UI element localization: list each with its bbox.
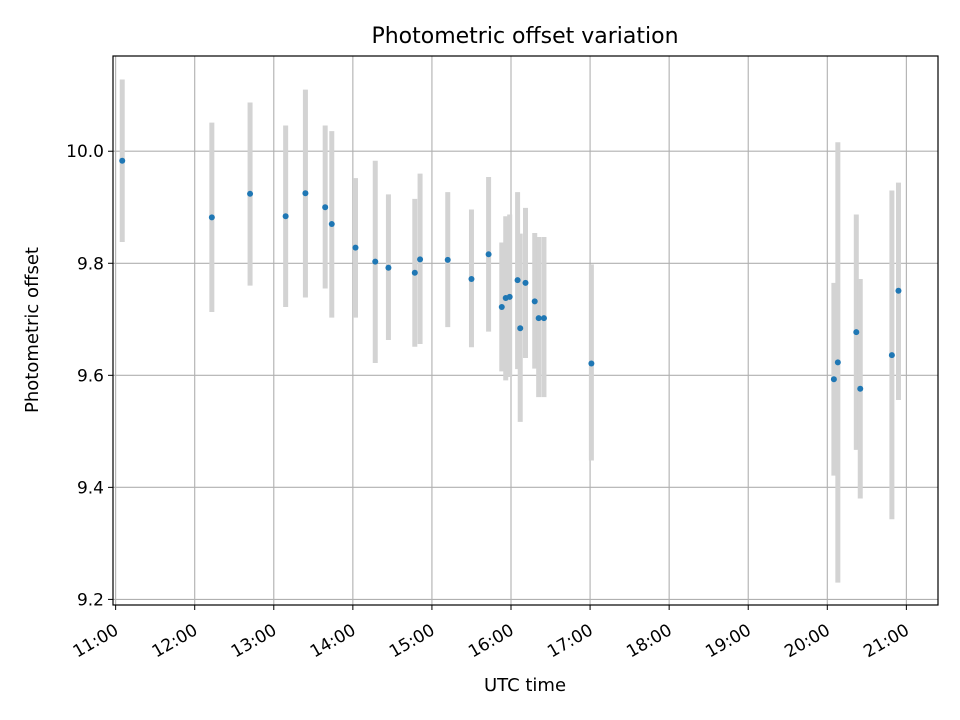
data-point — [247, 190, 254, 197]
data-point — [372, 258, 379, 265]
data-point — [514, 277, 521, 284]
y-axis-ticks: 9.2 9.4 9.6 9.8 10.0 — [66, 142, 113, 610]
data-point — [444, 256, 451, 263]
plot-frame — [112, 55, 939, 606]
chart-title: Photometric offset variation — [371, 24, 678, 49]
data-point — [531, 298, 538, 305]
data-point — [302, 190, 309, 197]
data-point — [540, 315, 547, 322]
data-point — [506, 293, 513, 300]
data-point — [208, 214, 215, 221]
data-point — [522, 279, 529, 286]
data-point — [328, 221, 335, 228]
data-point — [834, 359, 841, 366]
data-point — [468, 275, 475, 282]
data-point — [857, 385, 864, 392]
y-tick-label: 9.6 — [77, 366, 104, 386]
y-tick-label: 9.2 — [77, 590, 104, 610]
data-point — [417, 256, 424, 263]
y-tick-label: 9.4 — [77, 478, 104, 498]
y-tick-label: 10.0 — [66, 142, 104, 162]
data-point — [853, 329, 860, 336]
data-point — [498, 303, 505, 310]
data-points — [119, 157, 902, 392]
data-point — [385, 264, 392, 271]
data-point — [282, 213, 289, 220]
data-point — [119, 157, 126, 164]
data-point — [411, 269, 418, 276]
data-point — [517, 325, 524, 332]
data-point — [895, 287, 902, 294]
data-point — [830, 376, 837, 383]
data-point — [535, 315, 542, 322]
y-axis-label: Photometric offset — [22, 247, 43, 413]
data-point — [352, 244, 359, 251]
data-point — [485, 251, 492, 258]
data-point — [588, 360, 595, 367]
y-tick-label: 9.8 — [77, 254, 104, 274]
data-point — [322, 204, 329, 211]
data-point — [888, 352, 895, 359]
x-axis-label: UTC time — [484, 675, 566, 696]
